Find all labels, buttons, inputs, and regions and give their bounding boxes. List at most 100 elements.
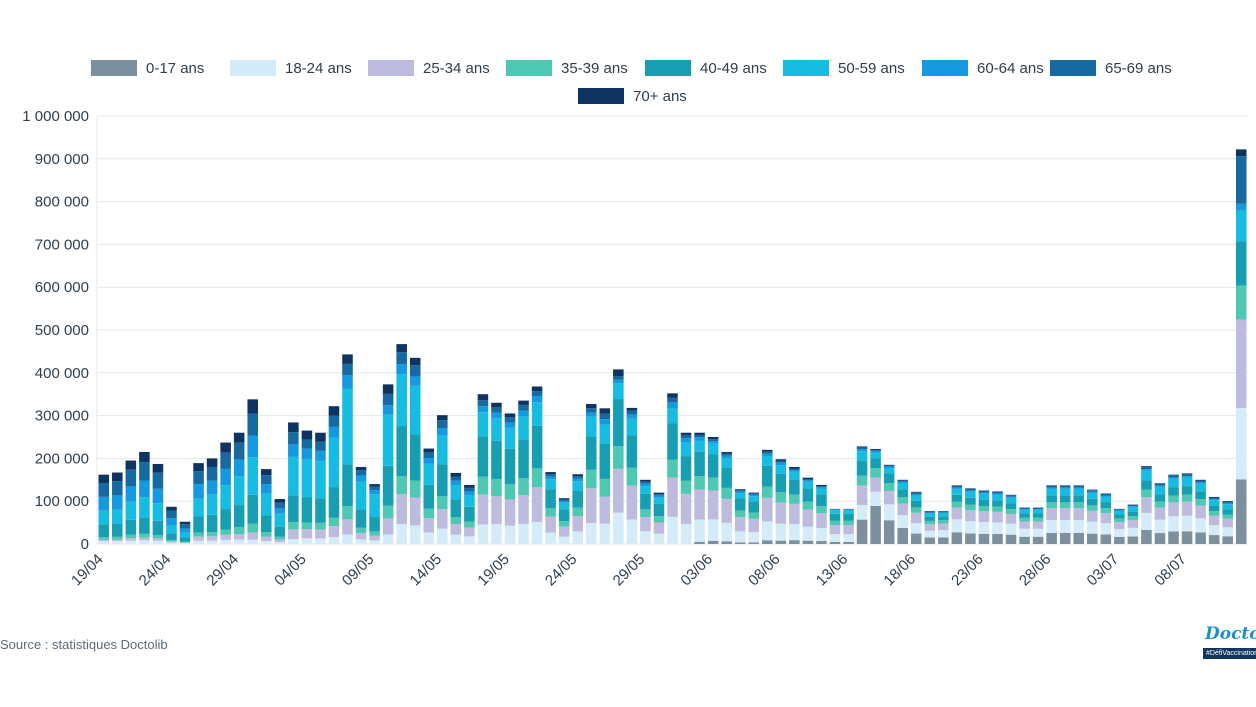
x-tick-label: 19/05 <box>474 551 513 590</box>
y-tick-label: 600 000 <box>35 279 89 296</box>
bar-segment <box>288 495 299 523</box>
bar-segment <box>667 516 678 544</box>
bar-segment <box>112 539 123 542</box>
bar-segment <box>707 540 719 544</box>
bar-stack <box>856 446 868 544</box>
bar-segment <box>1195 479 1206 481</box>
bar-segment <box>437 496 448 510</box>
bar-segment <box>1005 495 1017 497</box>
bar-segment <box>694 440 705 452</box>
y-tick-label: 200 000 <box>35 450 89 467</box>
bar-segment <box>369 484 380 487</box>
bar-stack <box>450 472 462 544</box>
bar-stack <box>667 393 678 544</box>
bar-segment <box>1114 522 1125 530</box>
bar-segment <box>1100 513 1112 524</box>
bar-segment <box>1208 497 1220 500</box>
bar-segment <box>883 483 895 491</box>
bar-segment <box>477 406 489 413</box>
bar-stack <box>897 479 908 544</box>
bar-segment <box>260 541 272 544</box>
bar-segment <box>1141 469 1152 471</box>
bar-segment <box>491 440 502 480</box>
legend-label: 70+ ans <box>633 88 687 105</box>
bar-segment <box>870 467 881 478</box>
bar-segment <box>585 416 597 437</box>
bar-segment <box>125 534 137 539</box>
bar-stack <box>1046 485 1057 544</box>
bar-stack <box>1019 507 1030 544</box>
bar-segment <box>98 474 110 483</box>
bar-segment <box>166 541 177 543</box>
bar-segment <box>1114 510 1125 512</box>
x-tick-label: 18/06 <box>880 551 919 590</box>
bar-segment <box>897 479 908 481</box>
bar-segment <box>816 486 827 488</box>
bar-segment <box>599 413 611 420</box>
bar-segment <box>166 510 177 519</box>
bar-stack <box>139 451 150 544</box>
bar-segment <box>938 516 949 521</box>
bar-segment <box>572 478 583 482</box>
bar-segment <box>1195 491 1206 500</box>
bar-segment <box>856 485 868 505</box>
bar-segment <box>301 458 313 498</box>
bar-segment <box>1005 497 1017 504</box>
bar-segment <box>1005 503 1017 510</box>
bar-segment <box>802 478 814 481</box>
bar-segment <box>1141 470 1152 481</box>
bar-segment <box>910 512 922 524</box>
bar-stack <box>558 498 570 544</box>
bar-segment <box>233 432 245 443</box>
x-tick-label: 19/04 <box>68 551 107 590</box>
bar-segment <box>1154 501 1166 508</box>
legend-item: 25-34 ans <box>368 60 490 77</box>
bar-segment <box>193 463 204 472</box>
bar-segment <box>856 504 868 520</box>
bar-segment <box>1141 480 1152 490</box>
bar-segment <box>464 536 475 544</box>
bar-segment <box>531 386 543 392</box>
bar-segment <box>112 495 123 510</box>
bar-segment <box>585 436 597 470</box>
bar-segment <box>951 532 963 544</box>
bar-segment <box>843 510 854 514</box>
bar-segment <box>1046 487 1057 489</box>
bar-segment <box>1154 533 1166 544</box>
bar-segment <box>924 524 936 531</box>
bar-segment <box>789 468 800 471</box>
bar-segment <box>220 529 231 535</box>
bar-segment <box>640 517 651 532</box>
bar-segment <box>328 487 340 518</box>
bar-stack <box>152 463 164 544</box>
bar-segment <box>910 495 922 501</box>
bar-stack <box>802 477 814 544</box>
logo-tagline: #DéfiVaccination <box>1203 648 1256 659</box>
bar-segment <box>951 494 963 502</box>
bar-segment <box>978 491 990 493</box>
bar-segment <box>653 494 665 496</box>
bar-segment <box>545 472 556 475</box>
bar-segment <box>1222 501 1233 503</box>
bar-segment <box>1127 536 1139 544</box>
bar-segment <box>626 435 638 468</box>
bar-segment <box>938 523 949 531</box>
bar-segment <box>924 530 936 538</box>
bar-segment <box>355 466 367 471</box>
bar-segment <box>260 493 272 516</box>
bar-segment <box>585 404 597 409</box>
bar-segment <box>762 456 773 466</box>
bar-segment <box>409 525 421 544</box>
bar-segment <box>409 497 421 526</box>
bar-segment <box>477 394 489 401</box>
bar-stack <box>653 492 665 544</box>
bar-segment <box>992 511 1003 523</box>
bar-segment <box>1235 285 1247 320</box>
bar-segment <box>762 521 773 541</box>
bar-segment <box>125 519 137 535</box>
bar-segment <box>870 452 881 459</box>
bar-segment <box>328 426 340 438</box>
bar-segment <box>694 437 705 441</box>
bar-segment <box>1222 527 1233 537</box>
bar-segment <box>992 522 1003 534</box>
